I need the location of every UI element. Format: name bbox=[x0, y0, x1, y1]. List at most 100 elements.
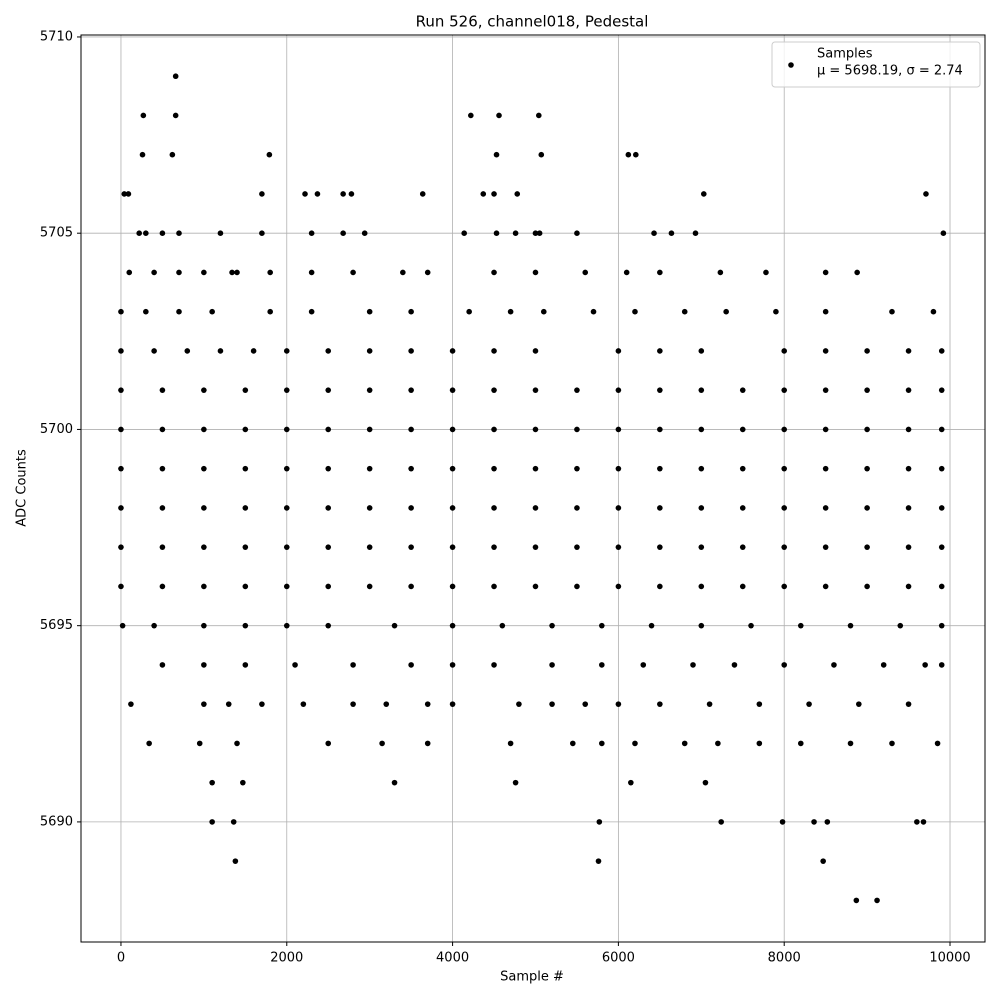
data-point bbox=[201, 387, 207, 393]
data-point bbox=[491, 544, 497, 550]
data-point bbox=[856, 701, 862, 707]
data-point bbox=[259, 191, 265, 197]
data-point bbox=[781, 544, 788, 550]
data-point bbox=[348, 191, 355, 197]
data-point bbox=[159, 583, 166, 590]
data-point bbox=[698, 426, 705, 433]
points bbox=[118, 73, 947, 904]
x-tick-label: 8000 bbox=[768, 951, 801, 966]
data-point bbox=[449, 465, 456, 472]
data-point bbox=[449, 701, 456, 707]
data-point bbox=[797, 740, 804, 747]
legend: Samples μ = 5698.19, σ = 2.74 bbox=[771, 41, 981, 88]
data-point bbox=[938, 583, 945, 590]
data-point bbox=[723, 308, 729, 315]
data-point bbox=[822, 544, 829, 550]
data-point bbox=[408, 505, 414, 511]
data-point bbox=[938, 426, 945, 433]
data-point bbox=[940, 230, 947, 236]
data-point bbox=[449, 662, 456, 668]
data-point bbox=[118, 426, 124, 433]
data-point bbox=[242, 622, 249, 629]
data-point bbox=[698, 387, 705, 393]
data-point bbox=[657, 269, 663, 276]
data-point bbox=[905, 387, 912, 393]
x-tick-label: 6000 bbox=[602, 951, 635, 966]
data-point bbox=[512, 779, 519, 786]
data-point bbox=[159, 387, 166, 393]
data-point bbox=[905, 583, 912, 590]
data-point bbox=[905, 701, 912, 707]
data-point bbox=[905, 505, 912, 511]
data-point bbox=[242, 465, 249, 472]
data-point bbox=[633, 151, 639, 158]
data-point bbox=[756, 701, 763, 707]
data-point bbox=[781, 348, 788, 354]
data-point bbox=[283, 544, 290, 550]
data-point bbox=[176, 308, 182, 315]
data-point bbox=[806, 701, 812, 707]
data-point bbox=[615, 505, 622, 511]
data-point bbox=[283, 426, 290, 433]
data-point bbox=[379, 740, 385, 747]
data-point bbox=[532, 348, 539, 354]
data-point bbox=[283, 387, 290, 393]
data-point bbox=[763, 269, 769, 276]
data-point bbox=[938, 465, 945, 472]
data-point bbox=[623, 269, 630, 276]
data-point bbox=[938, 505, 945, 511]
data-point bbox=[449, 426, 456, 433]
data-point bbox=[574, 544, 580, 550]
data-point bbox=[209, 308, 215, 315]
data-point bbox=[176, 230, 182, 236]
data-point bbox=[582, 701, 589, 707]
y-tick-label: 5695 bbox=[40, 618, 73, 633]
data-point bbox=[532, 583, 539, 590]
data-point bbox=[657, 465, 663, 472]
data-point bbox=[739, 583, 746, 590]
data-point bbox=[240, 779, 246, 786]
chart-title: Run 526, channel018, Pedestal bbox=[416, 13, 649, 31]
data-point bbox=[657, 387, 663, 393]
data-point bbox=[491, 191, 497, 197]
data-point bbox=[232, 858, 239, 864]
data-point bbox=[615, 387, 622, 393]
data-point bbox=[209, 819, 215, 825]
data-point bbox=[491, 269, 497, 276]
data-point bbox=[874, 897, 880, 904]
data-point bbox=[480, 191, 487, 197]
data-point bbox=[698, 505, 705, 511]
data-point bbox=[391, 779, 398, 786]
y-tick-label: 5700 bbox=[40, 422, 73, 437]
data-point bbox=[822, 308, 829, 315]
data-point bbox=[283, 583, 290, 590]
data-point bbox=[366, 583, 373, 590]
data-point bbox=[408, 348, 414, 354]
data-point bbox=[536, 230, 543, 236]
data-point bbox=[366, 426, 373, 433]
data-point bbox=[781, 387, 788, 393]
data-point bbox=[169, 151, 176, 158]
data-point bbox=[283, 505, 290, 511]
data-point bbox=[118, 544, 124, 550]
data-point bbox=[930, 308, 937, 315]
data-point bbox=[325, 505, 332, 511]
data-point bbox=[781, 662, 788, 668]
data-point bbox=[657, 505, 663, 511]
data-point bbox=[383, 701, 390, 707]
data-point bbox=[408, 544, 414, 550]
data-point bbox=[466, 308, 472, 315]
data-point bbox=[574, 426, 580, 433]
data-point bbox=[538, 151, 545, 158]
data-point bbox=[159, 426, 166, 433]
data-point bbox=[938, 662, 945, 668]
data-point bbox=[419, 191, 426, 197]
data-point bbox=[140, 112, 147, 119]
data-point bbox=[681, 308, 688, 315]
data-point bbox=[702, 779, 709, 786]
data-point bbox=[853, 897, 860, 904]
data-point bbox=[408, 662, 414, 668]
data-point bbox=[366, 465, 373, 472]
data-point bbox=[201, 465, 207, 472]
data-point bbox=[493, 230, 500, 236]
